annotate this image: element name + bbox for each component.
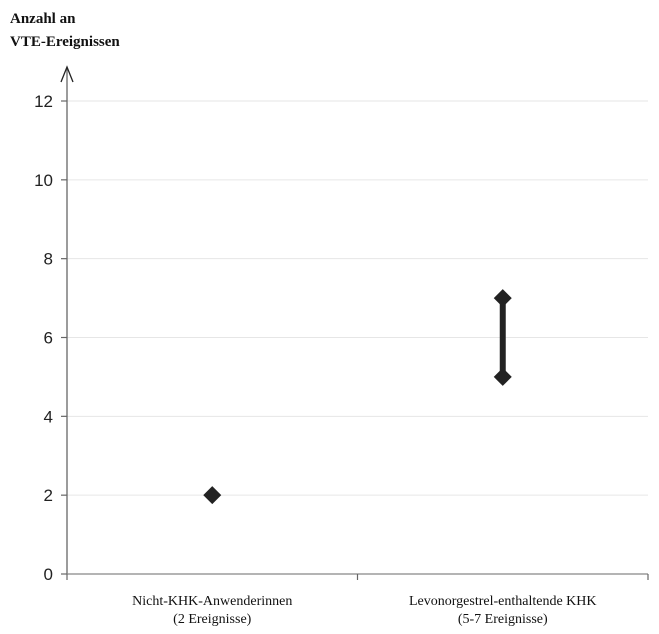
y-tick-label: 0 — [44, 565, 53, 584]
data-point-diamond — [493, 289, 512, 308]
category-labels: Nicht-KHK-Anwenderinnen (2 Ereignisse) Lev… — [132, 594, 596, 627]
y-tick-label: 6 — [44, 329, 53, 348]
y-ticks: 0 2 4 6 8 10 12 — [34, 92, 67, 584]
y-axis-arrow-icon — [60, 65, 74, 83]
x-ticks — [66, 574, 649, 580]
data-points — [203, 289, 512, 505]
y-tick-label: 10 — [34, 171, 53, 190]
y-axis — [60, 65, 74, 574]
y-axis-label-line-1: Anzahl an — [10, 11, 76, 27]
grid-lines — [67, 100, 648, 496]
category-label: Nicht-KHK-Anwenderinnen — [132, 594, 292, 609]
category-label: (2 Ereignisse) — [173, 612, 251, 627]
y-tick-label: 4 — [44, 407, 53, 426]
category-label: (5-7 Ereignisse) — [458, 612, 548, 627]
y-tick-label: 8 — [44, 250, 53, 269]
data-point-diamond — [493, 367, 512, 386]
y-tick-label: 12 — [34, 92, 53, 111]
y-axis-label-line-2: VTE-Ereignissen — [10, 34, 120, 50]
category-label: Levonorgestrel-enthaltende KHK — [409, 594, 597, 609]
y-tick-label: 2 — [44, 486, 53, 505]
data-point-diamond — [203, 486, 222, 505]
